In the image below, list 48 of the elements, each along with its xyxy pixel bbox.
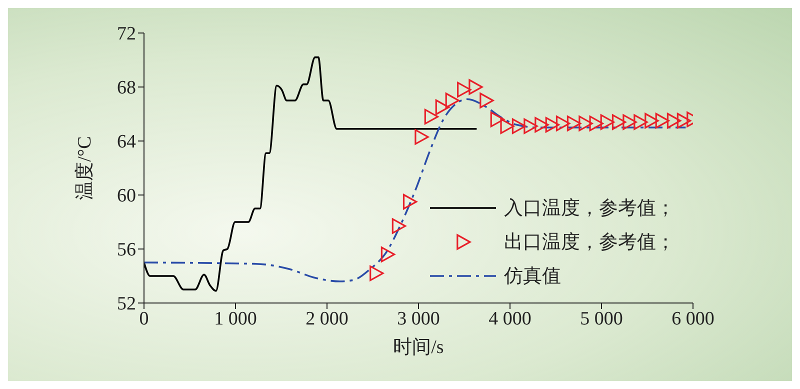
legend-label: 入口温度，参考值； bbox=[504, 197, 675, 221]
x-tick-label: 3 000 bbox=[397, 308, 440, 330]
point bbox=[600, 114, 615, 130]
point bbox=[370, 266, 384, 282]
point bbox=[414, 129, 429, 145]
y-axis-title: 温度/°C bbox=[74, 136, 96, 200]
point bbox=[524, 118, 538, 134]
y-tick-label: 60 bbox=[117, 186, 136, 207]
y-tick-label: 72 bbox=[117, 24, 136, 45]
legend-label: 出口温度，参考值； bbox=[504, 231, 675, 255]
x-tick-label: 0 bbox=[139, 308, 149, 330]
x-tick-label: 6 000 bbox=[672, 308, 714, 330]
point bbox=[534, 117, 549, 133]
point bbox=[445, 92, 460, 108]
point bbox=[480, 92, 494, 108]
x-tick-label: 5 000 bbox=[580, 308, 623, 330]
point bbox=[612, 114, 626, 130]
x-tick-label: 2 000 bbox=[306, 308, 348, 330]
y-tick-label: 56 bbox=[117, 240, 136, 261]
x-tick-label: 4 000 bbox=[488, 308, 532, 330]
y-tick-label: 52 bbox=[117, 294, 136, 315]
legend-label: 仿真值 bbox=[504, 265, 561, 289]
point bbox=[578, 116, 593, 132]
point bbox=[622, 114, 637, 130]
point bbox=[676, 112, 692, 129]
point bbox=[402, 194, 418, 210]
point bbox=[644, 112, 659, 129]
y-tick-label: 68 bbox=[117, 78, 136, 99]
point bbox=[655, 112, 670, 129]
point bbox=[457, 82, 472, 98]
point bbox=[392, 218, 406, 234]
point bbox=[500, 118, 514, 134]
point bbox=[589, 116, 604, 132]
point bbox=[490, 112, 505, 128]
point bbox=[512, 118, 526, 134]
line-series bbox=[144, 56, 478, 292]
point bbox=[435, 99, 450, 116]
x-axis-title: 时间/s bbox=[393, 337, 444, 358]
point bbox=[424, 108, 439, 124]
point bbox=[468, 79, 483, 95]
point bbox=[666, 112, 682, 129]
point bbox=[545, 117, 560, 133]
point bbox=[566, 116, 582, 132]
point bbox=[634, 114, 648, 130]
y-tick-label: 64 bbox=[117, 132, 136, 153]
x-tick-label: 1 000 bbox=[214, 308, 257, 330]
point bbox=[380, 246, 396, 262]
point bbox=[556, 116, 570, 132]
